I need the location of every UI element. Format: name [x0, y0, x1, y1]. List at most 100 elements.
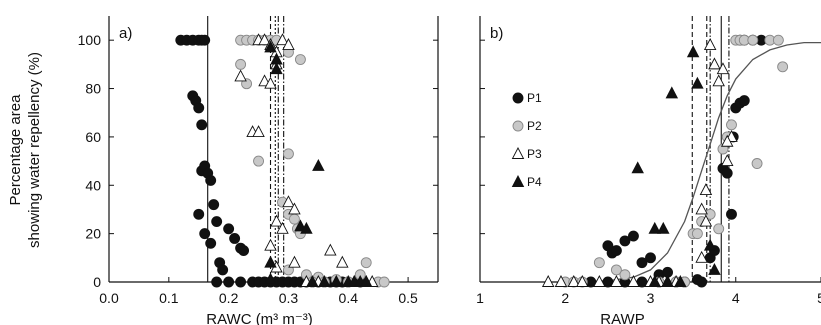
- data-point-p3: [234, 69, 247, 82]
- data-point-p2: [253, 155, 264, 167]
- data-point-p3: [593, 275, 606, 287]
- data-point-p2: [360, 257, 372, 269]
- data-point-p4: [270, 62, 283, 75]
- data-point-p1: [196, 119, 208, 131]
- data-point-p1: [208, 199, 220, 211]
- data-point-p3: [288, 255, 301, 268]
- x-axis-label: RAWC (m³ m⁻³): [206, 311, 313, 325]
- y-axis-label-line2: showing water repellency (%): [26, 52, 43, 248]
- legend-label-p2: P2: [527, 119, 542, 133]
- data-point-p1: [193, 102, 205, 114]
- x-axis-label: RAWP: [600, 311, 644, 325]
- data-point-p4: [312, 158, 325, 171]
- data-point-p3: [712, 74, 725, 87]
- x-tick-label: 2: [561, 290, 569, 306]
- data-point-p3: [695, 250, 708, 263]
- data-point-p3: [554, 275, 568, 287]
- panel-b: 1 2 3 4 5 RAWP b) P1 P2 P3 P4: [476, 16, 821, 325]
- data-point-p4: [359, 275, 373, 287]
- data-point-p4: [264, 255, 277, 268]
- data-point-p1: [636, 257, 648, 269]
- data-point-p2: [294, 54, 306, 65]
- x-tick-label: 0.1: [159, 290, 179, 306]
- data-point-p1: [610, 245, 622, 257]
- x-tick-label: 0.0: [99, 290, 119, 306]
- data-point-p4: [691, 76, 704, 89]
- legend-label-p4: P4: [527, 175, 542, 189]
- data-point-p2: [619, 269, 631, 281]
- data-point-p4: [631, 161, 644, 174]
- data-point-p1: [217, 264, 229, 276]
- x-tick-label: 0.3: [279, 290, 299, 306]
- legend: P1 P2 P3 P4: [511, 91, 542, 189]
- data-point-p3: [258, 33, 271, 46]
- data-point-p4: [648, 221, 662, 234]
- x-tick-label: 1: [476, 290, 484, 306]
- data-point-p3: [264, 238, 277, 251]
- y-tick-label: 20: [85, 226, 101, 242]
- y-tick-label: 60: [85, 129, 101, 145]
- legend-label-p3: P3: [527, 147, 542, 161]
- data-point-p1: [223, 223, 235, 235]
- data-point-p1: [205, 174, 217, 186]
- data-point-p3: [695, 202, 708, 215]
- data-point-p4: [703, 238, 717, 251]
- data-point-p1: [235, 276, 247, 288]
- data-point-p2: [751, 158, 763, 169]
- x-tick-label: 4: [732, 290, 740, 306]
- panel-label: b): [490, 25, 503, 42]
- data-point-p4: [708, 262, 721, 275]
- data-point-p1: [721, 167, 733, 179]
- data-point-p3: [703, 38, 717, 50]
- fitted-curve: [565, 41, 821, 283]
- legend-label-p1: P1: [527, 91, 542, 105]
- data-point-p4: [648, 275, 662, 287]
- data-point-p2: [610, 264, 622, 276]
- legend-marker-p4: [511, 175, 525, 187]
- data-point-p4: [264, 272, 277, 285]
- data-point-p3: [264, 76, 277, 89]
- data-point-p1: [738, 95, 750, 107]
- data-point-p4: [306, 275, 319, 287]
- data-point-p3: [627, 275, 640, 287]
- data-point-p1: [628, 230, 639, 242]
- data-point-p3: [541, 275, 555, 287]
- x-tick-label: 3: [647, 290, 655, 306]
- data-point-p4: [300, 221, 313, 234]
- data-point-p1: [211, 276, 223, 288]
- data-point-p4: [657, 221, 670, 234]
- data-point-p4: [686, 45, 700, 58]
- x-tick-label: 0.5: [398, 290, 418, 306]
- x-tick-label: 0.2: [219, 290, 239, 306]
- data-point-p2: [378, 276, 390, 288]
- data-point-p3: [282, 195, 295, 208]
- y-tick-label: 0: [93, 274, 101, 290]
- data-point-p4: [665, 86, 679, 99]
- legend-marker-p2: [512, 120, 524, 132]
- data-point-p3: [610, 275, 623, 287]
- data-point-p3: [276, 33, 289, 46]
- data-point-p3: [336, 255, 349, 268]
- data-point-p4: [330, 275, 343, 287]
- data-point-p3: [567, 275, 581, 287]
- panel-label: a): [119, 25, 132, 42]
- data-point-p2: [726, 119, 737, 131]
- data-point-p1: [229, 233, 241, 244]
- data-point-p4: [264, 40, 277, 53]
- y-tick-label: 80: [85, 81, 101, 97]
- series-p2: [559, 34, 789, 288]
- data-point-p2: [777, 61, 789, 73]
- data-point-p1: [223, 276, 235, 288]
- data-point-p2: [593, 257, 605, 269]
- data-point-p1: [238, 245, 250, 257]
- data-point-p1: [619, 235, 631, 247]
- data-point-p3: [699, 214, 713, 227]
- data-point-p3: [282, 38, 295, 50]
- y-tick-label: 100: [78, 32, 102, 48]
- y-axis-label-line1: Percentage area: [7, 94, 24, 206]
- data-point-p3: [252, 125, 265, 138]
- data-point-p3: [708, 57, 721, 70]
- series-p2: [235, 34, 390, 288]
- panel-a: 0 20 40 60 80 100 0.0 0.1 0.2 0.3 0.4 0.5 RAWC (m³ m…: [78, 16, 439, 325]
